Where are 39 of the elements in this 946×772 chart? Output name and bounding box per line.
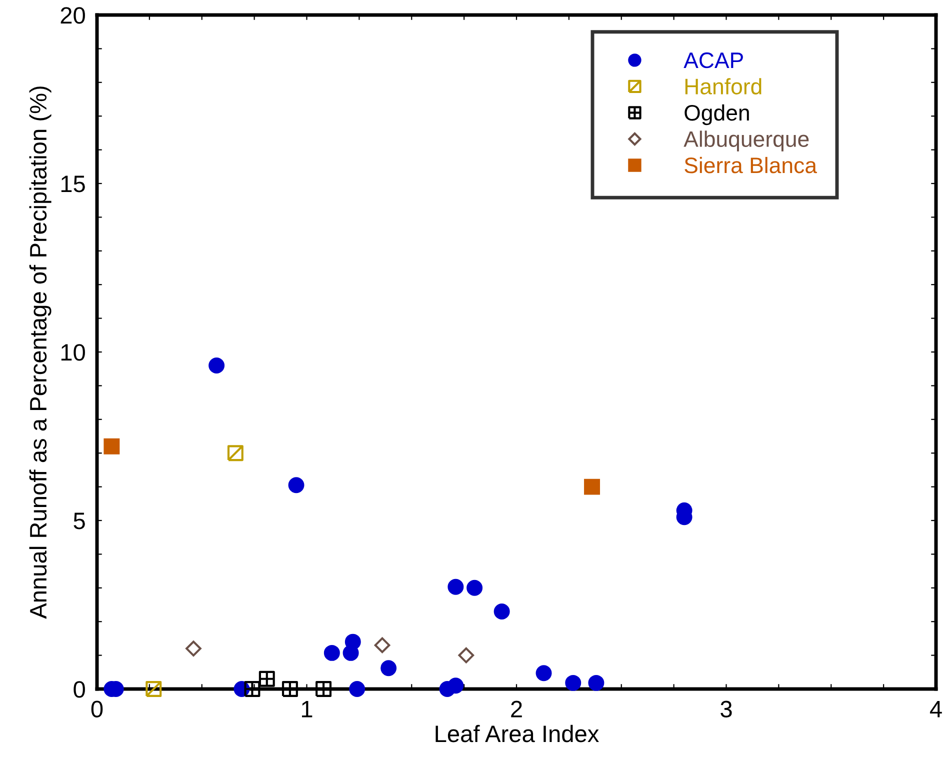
point [466, 580, 483, 596]
point [324, 644, 340, 661]
point [588, 674, 604, 691]
x-tick-label: 0 [91, 700, 103, 718]
point [374, 637, 390, 654]
point [380, 660, 397, 676]
legend-label: Hanford [685, 78, 762, 94]
y-tick-label: 5 [74, 512, 85, 530]
point [448, 678, 464, 694]
point [494, 604, 510, 620]
y-tick-label: 15 [61, 176, 85, 192]
y-tick-label: 10 [61, 344, 85, 361]
point [282, 681, 298, 697]
point [536, 665, 552, 682]
y-tick-label: 0 [74, 681, 85, 698]
point [288, 477, 304, 494]
x-axis-title: Leaf Area Index [436, 724, 599, 742]
x-tick-label: 4 [930, 700, 942, 718]
point [227, 445, 244, 462]
point [448, 578, 464, 595]
point [104, 438, 120, 454]
y-tick-label: 20 [60, 7, 85, 24]
point [146, 681, 162, 697]
legend-label: ACAP [684, 52, 743, 68]
legend-label: Ogden [684, 104, 749, 126]
legend-label: Sierra Blanca [684, 156, 818, 174]
point [458, 647, 474, 664]
point [186, 640, 202, 656]
x-tick-label: 2 [511, 700, 522, 718]
point [316, 681, 332, 697]
point [208, 357, 225, 374]
point [349, 681, 366, 697]
y-axis-title: Annual Runoff as a Percentage of Precipitation (%) [29, 86, 52, 619]
x-tick-label: 3 [720, 700, 732, 718]
x-tick-label: 1 [302, 700, 312, 718]
point [344, 634, 361, 650]
point [584, 478, 600, 495]
legend-label: Albuquerque [684, 130, 809, 152]
point [565, 674, 582, 691]
